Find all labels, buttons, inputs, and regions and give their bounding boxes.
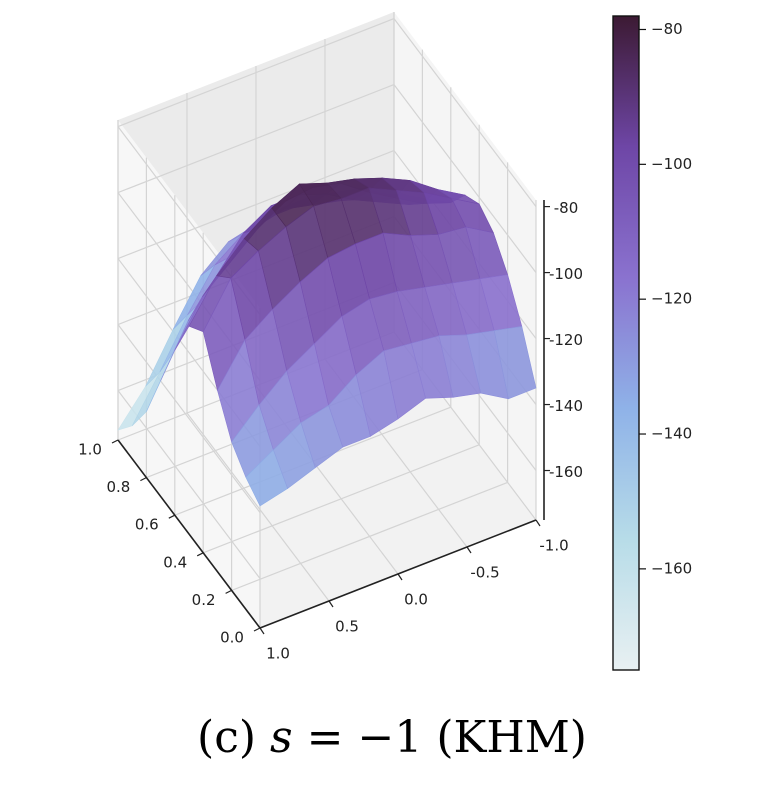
caption-label: (c) — [197, 712, 257, 763]
y-tick-label: 0.8 — [106, 478, 130, 496]
surface-facet — [493, 326, 537, 400]
x-tick-label: 1.0 — [266, 645, 290, 663]
colorbar-gradient — [612, 15, 640, 671]
grid-back-z — [117, 84, 395, 194]
y-tick-label: 0.6 — [135, 516, 159, 534]
colorbar-tick-label: −140 — [651, 425, 692, 443]
y-tick-label: 1.0 — [78, 441, 102, 459]
grid-floor-x — [186, 412, 330, 602]
y-tick — [111, 439, 119, 444]
grid-side-z — [393, 84, 537, 273]
grid-back-z — [117, 18, 395, 128]
colorbar-tick-label: −100 — [651, 155, 692, 173]
axis-lines — [111, 200, 550, 635]
colorbar: −80 −100 −120 −140 −160 — [612, 15, 692, 671]
y-tick-label: 0.2 — [192, 591, 216, 609]
left-pane — [118, 120, 260, 628]
caption-expression: = −1 (KHM) — [292, 712, 587, 763]
z-tick-label: -140 — [549, 397, 583, 415]
colorbar-tick-label: −120 — [651, 290, 692, 308]
x-tick — [259, 627, 265, 635]
y-tick — [253, 627, 261, 632]
surface-plot — [117, 177, 537, 507]
z-tick-label: -100 — [549, 265, 583, 283]
grid-left-z — [117, 324, 261, 513]
tick-labels: 1.0 0.5 0.0 -0.5 -1.0 1.0 0.8 0.6 0.4 0.2 0.0 -80 -1… — [78, 199, 583, 662]
x-tick-label: 0.5 — [335, 618, 359, 636]
grid-back-z — [117, 149, 395, 260]
colorbar-tick-label: −80 — [651, 20, 683, 38]
y-axis-line — [117, 439, 261, 629]
x-tick — [397, 573, 403, 581]
y-tick — [168, 514, 176, 519]
caption-variable: s — [270, 712, 293, 763]
figure-caption: (c) s = −1 (KHM) — [0, 712, 784, 763]
z-tick-label: -160 — [549, 463, 583, 481]
z-tick-label: -120 — [549, 331, 583, 349]
y-tick-label: 0.0 — [220, 629, 244, 647]
grid-floor-y — [231, 481, 508, 591]
grid-left-z — [117, 390, 261, 579]
x-tick-label: -0.5 — [470, 564, 499, 582]
grid-floor-y — [202, 444, 480, 554]
x-tick — [328, 600, 334, 608]
x-tick — [466, 546, 472, 554]
y-tick-label: 0.4 — [163, 553, 187, 571]
colorbar-tick-label: −160 — [651, 559, 692, 577]
y-tick — [225, 589, 232, 594]
x-tick — [535, 519, 541, 527]
y-tick — [140, 477, 147, 482]
z-tick-label: -80 — [554, 199, 579, 217]
y-tick — [196, 552, 204, 557]
grid-side-z — [393, 18, 537, 207]
x-tick-label: 0.0 — [404, 591, 428, 609]
x-tick-label: -1.0 — [539, 537, 568, 555]
